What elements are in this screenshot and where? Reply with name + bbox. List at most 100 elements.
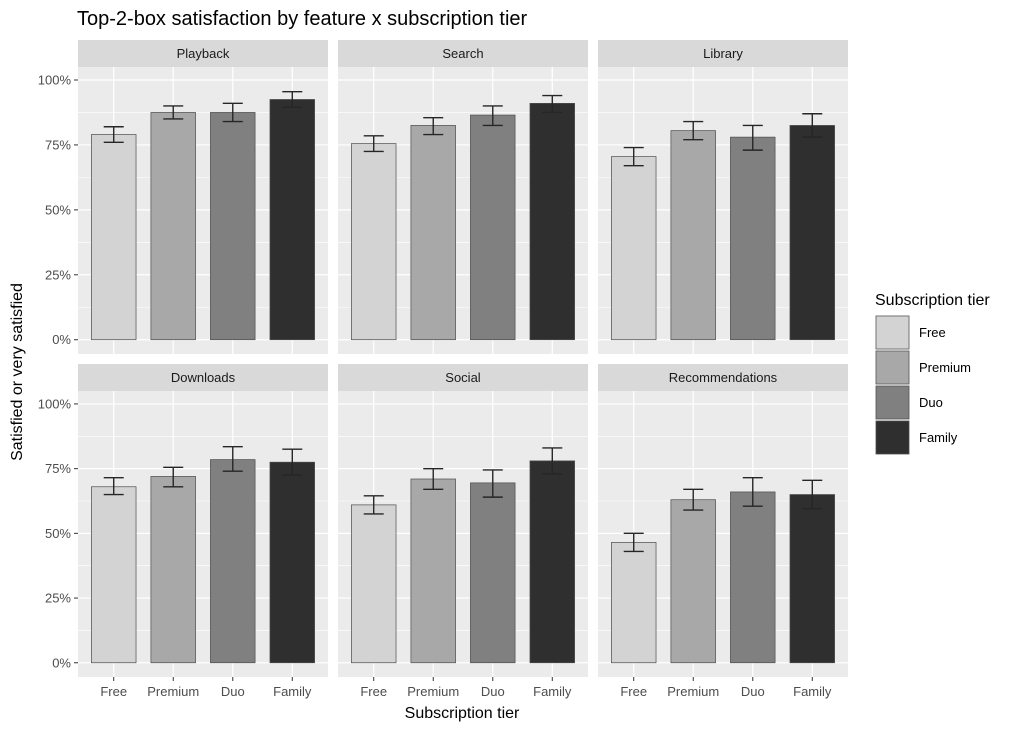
legend-title: Subscription tier bbox=[875, 292, 990, 309]
legend-label-free: Free bbox=[919, 325, 946, 340]
y-tick-label: 75% bbox=[45, 461, 71, 476]
chart-title: Top-2-box satisfaction by feature x subs… bbox=[77, 8, 528, 30]
x-tick-label: Premium bbox=[407, 684, 459, 699]
y-axis-title: Satisfied or very satisfied bbox=[9, 283, 26, 461]
x-tick-label: Family bbox=[793, 684, 832, 699]
y-tick-label: 50% bbox=[45, 202, 71, 217]
x-tick-label: Duo bbox=[481, 684, 505, 699]
y-tick-label: 100% bbox=[38, 396, 72, 411]
error-bar-family bbox=[802, 479, 823, 510]
error-bar-premium bbox=[423, 467, 444, 491]
bar-family bbox=[529, 460, 575, 664]
facet-panel-downloads: Downloads 0% 25% 50% 75% 100% Free Premium Duo Fa… bbox=[38, 364, 328, 699]
bar-free bbox=[91, 134, 137, 341]
facet-strip-label: Library bbox=[703, 46, 743, 61]
facet-strip bbox=[338, 364, 588, 391]
error-bar-duo bbox=[482, 105, 503, 127]
error-bar-free bbox=[623, 146, 644, 167]
y-tick-label: 25% bbox=[45, 591, 71, 606]
bar-free bbox=[351, 504, 397, 664]
y-tick-label: 0% bbox=[52, 332, 71, 347]
error-bar-family bbox=[282, 90, 303, 108]
error-bar-free bbox=[103, 477, 124, 496]
legend-key-free bbox=[875, 315, 910, 350]
x-tick-label: Family bbox=[273, 684, 312, 699]
error-bar-free bbox=[363, 495, 384, 515]
bar-family bbox=[269, 461, 315, 664]
facet-panel-social: Social Free Premium Duo Family bbox=[338, 364, 588, 699]
legend: Subscription tier Free Premium Duo Family bbox=[875, 292, 990, 455]
error-bar-premium bbox=[163, 466, 184, 488]
bar-free bbox=[611, 156, 657, 341]
bar-premium bbox=[150, 112, 196, 341]
facet-strip bbox=[78, 364, 328, 391]
facet-strip bbox=[598, 364, 848, 391]
x-tick-label: Duo bbox=[741, 684, 765, 699]
x-tick-label: Premium bbox=[147, 684, 199, 699]
error-bar-free bbox=[363, 135, 384, 153]
bar-duo bbox=[730, 136, 776, 341]
error-bar-duo bbox=[482, 469, 503, 498]
facet-panels: Playback 0% 25% 50% 75% 100% Search Library Down… bbox=[38, 40, 848, 699]
legend-label-premium: Premium bbox=[919, 360, 971, 375]
bar-premium bbox=[410, 125, 456, 341]
bar-premium bbox=[150, 476, 196, 664]
error-bar-duo bbox=[742, 477, 763, 507]
y-tick-label: 25% bbox=[45, 267, 71, 282]
error-bar-duo bbox=[742, 124, 763, 151]
y-tick-label: 0% bbox=[52, 655, 71, 670]
error-bar-family bbox=[282, 448, 303, 476]
x-tick-label: Premium bbox=[667, 684, 719, 699]
error-bar-duo bbox=[222, 102, 243, 123]
bar-premium bbox=[670, 130, 716, 341]
error-bar-duo bbox=[222, 445, 243, 472]
error-bar-premium bbox=[423, 116, 444, 136]
bar-premium bbox=[670, 499, 716, 664]
bar-family bbox=[269, 99, 315, 341]
error-bar-family bbox=[542, 447, 563, 475]
bar-family bbox=[529, 103, 575, 341]
error-bar-premium bbox=[163, 105, 184, 120]
y-tick-label: 100% bbox=[38, 72, 72, 87]
facet-strip-label: Social bbox=[445, 370, 481, 385]
error-bar-family bbox=[802, 113, 823, 138]
bar-duo bbox=[730, 491, 776, 664]
bar-family bbox=[789, 494, 835, 664]
error-bar-premium bbox=[683, 120, 704, 141]
y-tick-label: 75% bbox=[45, 137, 71, 152]
bar-free bbox=[611, 542, 657, 664]
x-axis-title: Subscription tier bbox=[405, 705, 520, 722]
x-tick-label: Free bbox=[360, 684, 387, 699]
legend-label-duo: Duo bbox=[919, 395, 943, 410]
facet-strip-label: Downloads bbox=[171, 370, 236, 385]
y-tick-label: 50% bbox=[45, 526, 71, 541]
x-tick-label: Duo bbox=[221, 684, 245, 699]
legend-key-duo bbox=[875, 385, 910, 420]
error-bar-family bbox=[542, 94, 563, 114]
facet-panel-library: Library bbox=[598, 40, 848, 354]
bar-duo bbox=[210, 459, 256, 664]
facet-panel-playback: Playback 0% 25% 50% 75% 100% bbox=[38, 40, 328, 354]
facet-strip-label: Recommendations bbox=[669, 370, 778, 385]
x-tick-label: Free bbox=[620, 684, 647, 699]
legend-label-family: Family bbox=[919, 430, 958, 445]
facet-panel-recommendations: Recommendations Free Premium Duo Family bbox=[598, 364, 848, 699]
error-bar-premium bbox=[683, 488, 704, 511]
legend-key-family bbox=[875, 420, 910, 455]
x-tick-label: Free bbox=[100, 684, 127, 699]
error-bar-free bbox=[103, 126, 124, 144]
legend-key-premium bbox=[875, 350, 910, 385]
bar-free bbox=[91, 486, 137, 664]
bar-duo bbox=[210, 112, 256, 341]
facet-strip-label: Search bbox=[442, 46, 483, 61]
facet-strip-label: Playback bbox=[177, 46, 230, 61]
facet-panel-search: Search bbox=[338, 40, 588, 354]
bar-family bbox=[789, 125, 835, 341]
error-bar-free bbox=[623, 532, 644, 553]
bar-premium bbox=[410, 478, 456, 664]
facet-strip bbox=[338, 40, 588, 67]
facet-strip bbox=[598, 40, 848, 67]
bar-free bbox=[351, 143, 397, 341]
